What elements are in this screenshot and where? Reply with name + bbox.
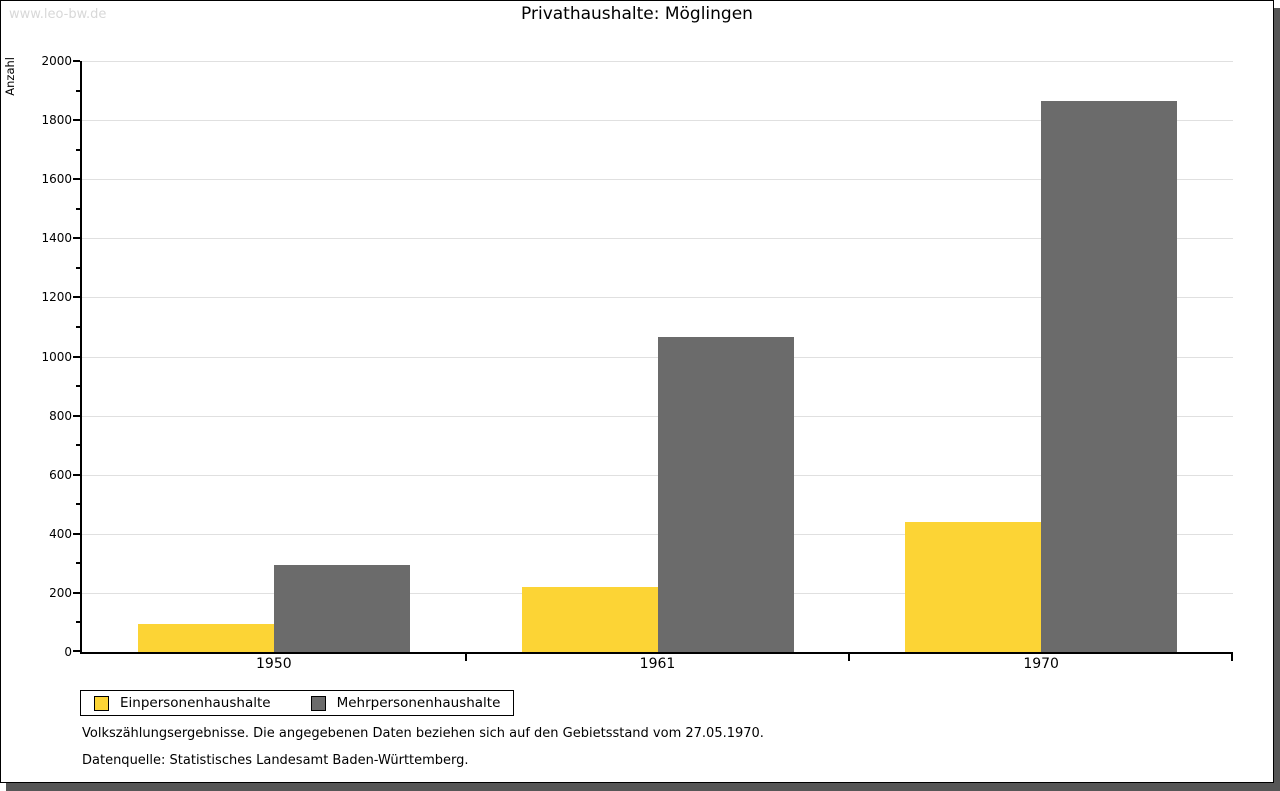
y-tick-600 [73,473,80,476]
y-tick-1900 [76,89,80,92]
legend-item-einpersonenhaushalte: Einpersonenhaushalte [94,695,271,711]
y-tick-500 [76,503,80,506]
y-axis-tick-labels: 0 200 400 600 800 1000 1200 1400 1600 1800 2000 [1,54,72,659]
y-tick-label-1200: 1200 [41,290,72,305]
x-tick-boundary-1 [464,654,467,661]
watermark: www.leo-bw.de [9,7,107,22]
footer-note: Volkszählungsergebnisse. Die angegebenen… [82,726,764,741]
y-tick-label-1800: 1800 [41,113,72,128]
y-tick-700 [76,444,80,447]
y-tick-0 [73,650,80,652]
y-tick-2000 [73,60,80,62]
x-axis-tick-labels: 1950 1961 1970 [82,656,1233,674]
y-tick-label-400: 400 [49,526,72,541]
y-tick-1700 [76,148,80,151]
legend-swatch-mehrpersonenhaushalte [310,695,326,711]
y-tick-label-0: 0 [64,645,72,659]
bar-mehrpersonenhaushalte-1950 [273,564,410,652]
legend-item-mehrpersonenhaushalte: Mehrpersonenhaushalte [310,695,501,711]
y-tick-300 [76,562,80,565]
y-tick-label-200: 200 [49,585,72,600]
y-tick-800 [73,414,80,417]
bar-einpersonenhaushalte-1950 [137,623,274,652]
x-tick-end [1231,654,1233,661]
gridline-2000 [82,61,1233,62]
y-tick-1500 [76,207,80,210]
y-tick-label-800: 800 [49,408,72,423]
y-tick-label-1600: 1600 [41,172,72,187]
footer-source: Datenquelle: Statistisches Landesamt Bad… [82,753,469,768]
x-tick-label-1970: 1970 [1023,656,1059,672]
chart-title: Privathaushalte: Möglingen [521,4,753,24]
gridline-1800 [82,120,1233,122]
x-tick-boundary-2 [848,654,851,661]
legend: Einpersonenhaushalte Mehrpersonenhaushalt… [80,690,515,716]
y-tick-200 [73,591,80,594]
bar-mehrpersonenhaushalte-1970 [1041,100,1178,652]
gridline-1400 [82,238,1233,240]
x-tick-label-1961: 1961 [639,656,676,672]
y-tick-label-1000: 1000 [41,349,72,364]
gridline-1600 [82,179,1233,181]
y-tick-1000 [73,355,80,358]
bar-einpersonenhaushalte-1970 [905,521,1042,652]
y-tick-1300 [76,266,80,269]
y-tick-1200 [73,296,80,299]
x-tick-label-1950: 1950 [256,656,292,672]
y-tick-label-2000: 2000 [41,54,72,68]
bar-einpersonenhaushalte-1961 [521,587,658,652]
footer: Volkszählungsergebnisse. Die angegebenen… [82,726,764,780]
legend-label-mehrpersonenhaushalte: Mehrpersonenhaushalte [336,695,501,711]
y-tick-1600 [73,178,80,181]
legend-swatch-einpersonenhaushalte [94,695,109,711]
legend-label-einpersonenhaushalte: Einpersonenhaushalte [120,695,271,711]
gridline-1200 [82,297,1233,299]
y-tick-label-1400: 1400 [41,231,72,246]
plot-area [73,60,1233,661]
bar-mehrpersonenhaushalte-1961 [657,337,794,652]
y-tick-400 [73,532,80,535]
y-tick-label-600: 600 [49,467,72,482]
y-tick-1100 [76,325,80,328]
y-tick-100 [76,621,80,624]
y-tick-900 [76,385,80,388]
y-tick-1800 [73,119,80,122]
y-tick-1400 [73,237,80,240]
